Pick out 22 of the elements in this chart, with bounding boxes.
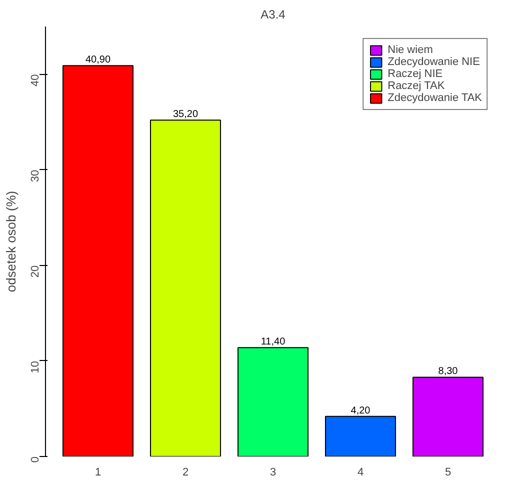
legend-label: Raczej TAK bbox=[388, 80, 445, 92]
y-tick-label: 20 bbox=[30, 265, 42, 278]
y-tick-label: 10 bbox=[30, 360, 42, 374]
x-tick-label: 2 bbox=[182, 466, 189, 478]
data-label: 35,20 bbox=[172, 109, 198, 120]
x-tick-label: 3 bbox=[270, 466, 276, 478]
data-label: 11,40 bbox=[260, 336, 286, 348]
chart-title: A3.4 bbox=[260, 8, 286, 22]
data-label: 40,90 bbox=[85, 54, 111, 66]
legend-label: Zdecydowanie TAK bbox=[388, 92, 482, 104]
y-tick-label: 30 bbox=[30, 170, 42, 182]
y-tick-label: 40 bbox=[30, 74, 42, 87]
x-tick-label: 1 bbox=[94, 466, 102, 478]
legend-label: Zdecydowanie NIE bbox=[388, 56, 480, 68]
data-label: 8,30 bbox=[438, 366, 458, 378]
data-label: 4,20 bbox=[350, 405, 371, 416]
legend-label: Raczej NIE bbox=[388, 68, 443, 80]
x-tick-label: 5 bbox=[444, 466, 452, 478]
x-tick-label: 4 bbox=[357, 466, 364, 478]
legend-label: Nie wiem bbox=[388, 44, 433, 56]
y-axis-title: odsetek osob (%) bbox=[4, 190, 18, 292]
y-tick-label: 0 bbox=[30, 456, 42, 463]
